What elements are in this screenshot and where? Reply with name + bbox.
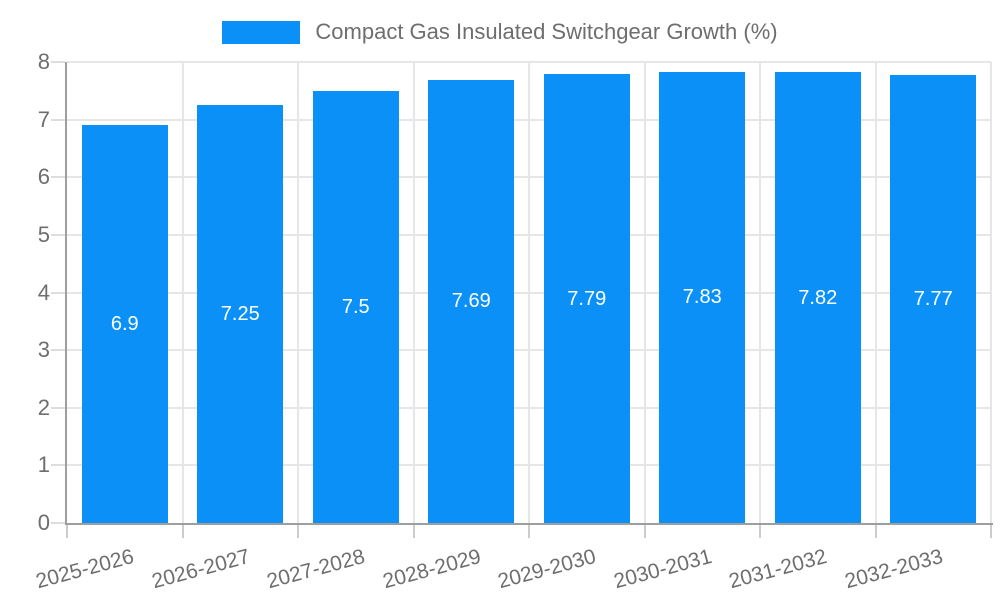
y-tick-label: 2 <box>37 394 50 420</box>
y-tick-mark <box>51 233 65 236</box>
x-category-label: 2029-2030 <box>495 545 599 594</box>
x-tick-mark <box>66 525 68 538</box>
bar: 7.82 <box>774 72 861 523</box>
y-tick-mark <box>51 176 65 179</box>
legend: Compact Gas Insulated Switchgear Growth … <box>0 19 1000 45</box>
y-tick-mark <box>51 349 65 352</box>
x-tick-mark <box>874 525 877 538</box>
y-tick-label: 8 <box>37 49 50 74</box>
legend-label: Compact Gas Insulated Switchgear Growth … <box>315 19 778 44</box>
vertical-gridline <box>181 62 184 523</box>
x-tick-mark <box>759 525 761 538</box>
bar-value-label: 6.9 <box>110 313 139 336</box>
vertical-gridline <box>759 62 761 523</box>
y-tick-mark <box>51 118 65 121</box>
bar-value-label: 7.79 <box>567 287 607 310</box>
bar-value-label: 7.83 <box>682 286 722 309</box>
bar-value-label: 7.77 <box>913 288 953 311</box>
x-category-label: 2032-2033 <box>842 545 946 594</box>
y-tick-label: 5 <box>37 221 50 247</box>
y-tick-label: 3 <box>37 337 50 363</box>
bar-value-label: 7.25 <box>220 303 260 326</box>
y-tick-label: 6 <box>37 164 50 190</box>
x-tick-mark <box>297 525 299 538</box>
legend-swatch <box>222 20 301 44</box>
y-tick-mark <box>51 291 65 294</box>
y-tick-mark <box>51 522 65 524</box>
x-category-label: 2027-2028 <box>264 545 368 594</box>
vertical-gridline <box>297 62 299 523</box>
plot-area: 6.9 7.25 7.5 7.69 7.79 7.83 7.82 7.77 <box>67 61 992 523</box>
bar: 7.79 <box>543 74 630 523</box>
x-category-label: 2030-2031 <box>611 545 715 594</box>
y-tick-mark <box>51 464 65 467</box>
y-tick-label: 7 <box>37 106 50 132</box>
bar: 7.25 <box>197 105 284 523</box>
y-tick-label: 0 <box>37 510 50 535</box>
x-tick-mark <box>990 525 992 538</box>
vertical-gridline <box>643 62 646 523</box>
vertical-gridline <box>990 62 992 523</box>
vertical-gridline <box>412 62 415 523</box>
bar: 7.83 <box>659 71 746 523</box>
x-tick-mark <box>528 525 530 538</box>
y-tick-label: 1 <box>37 452 50 478</box>
x-tick-mark <box>412 525 415 538</box>
bar: 6.9 <box>81 125 168 523</box>
bar-value-label: 7.82 <box>798 286 838 309</box>
x-category-label: 2026-2027 <box>149 545 253 594</box>
bar: 7.5 <box>312 90 399 523</box>
x-tick-mark <box>181 525 184 538</box>
y-tick-mark <box>51 61 65 63</box>
x-category-label: 2025-2026 <box>33 545 137 594</box>
x-axis-line <box>65 523 993 525</box>
bar: 7.77 <box>890 75 977 523</box>
vertical-gridline <box>874 62 877 523</box>
y-tick-mark <box>51 406 65 409</box>
vertical-gridline <box>528 62 530 523</box>
x-category-label: 2028-2029 <box>380 545 484 594</box>
bar-value-label: 7.69 <box>451 290 491 313</box>
y-tick-label: 4 <box>37 279 50 305</box>
x-category-label: 2031-2032 <box>726 545 830 594</box>
y-axis-line <box>65 62 67 525</box>
x-tick-mark <box>643 525 646 538</box>
bar: 7.69 <box>428 79 515 523</box>
bar-value-label: 7.5 <box>341 295 370 318</box>
